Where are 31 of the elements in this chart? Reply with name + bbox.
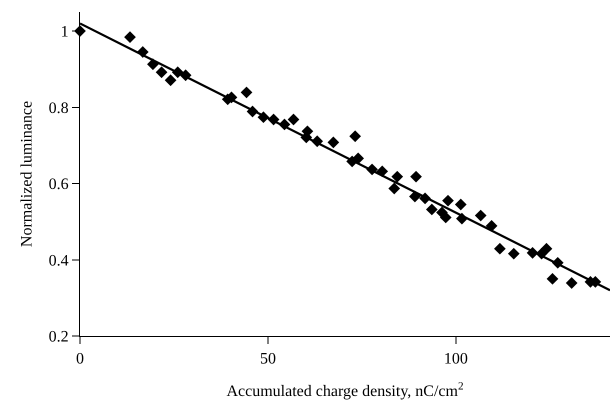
point <box>391 170 404 183</box>
point <box>566 277 578 289</box>
y-tick-label: 0.2 <box>48 328 69 346</box>
x-axis-title: Accumulated charge density, nC/cm$^{2}$ <box>226 380 464 400</box>
x-tick-label: 100 <box>444 350 468 368</box>
point <box>388 182 400 194</box>
y-tick-label: 0.4 <box>48 252 69 270</box>
point <box>352 152 364 164</box>
point <box>508 248 520 260</box>
point <box>164 74 176 86</box>
point <box>540 242 552 255</box>
x-tick-label: 50 <box>260 350 276 368</box>
y-axis-title: Normalized luminance <box>18 100 36 248</box>
point <box>440 212 452 224</box>
point <box>454 198 467 210</box>
point <box>426 204 438 216</box>
point <box>328 136 340 148</box>
y-tick-label: 0.8 <box>48 100 69 117</box>
y-tick-label: 1 <box>60 24 69 41</box>
x-tick-label: 0 <box>76 350 84 368</box>
point <box>474 210 487 222</box>
y-tick-label: 0.6 <box>48 176 69 194</box>
point <box>349 130 361 142</box>
point <box>288 114 300 126</box>
point <box>156 66 168 78</box>
point <box>410 170 422 183</box>
point <box>494 242 506 255</box>
point <box>124 31 136 44</box>
point <box>240 86 252 98</box>
point <box>442 194 454 207</box>
point <box>546 272 558 285</box>
